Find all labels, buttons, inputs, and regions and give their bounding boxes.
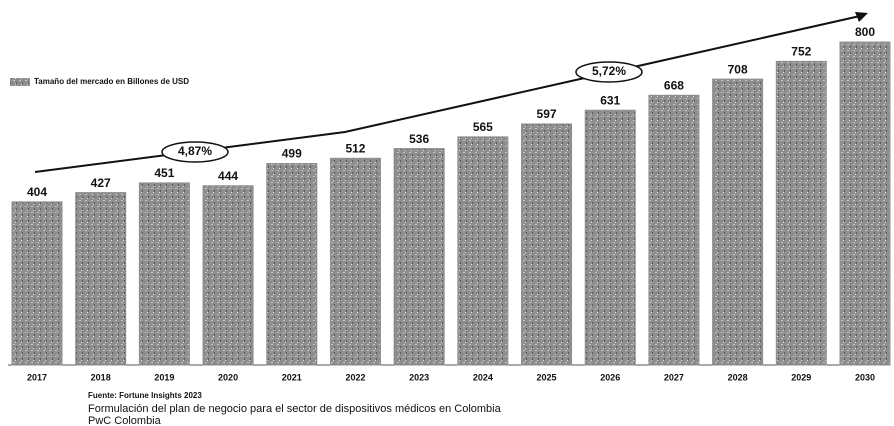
bar [75, 192, 127, 366]
x-tick-label: 2023 [409, 372, 429, 382]
data-label: 427 [91, 176, 111, 190]
x-tick-label: 2026 [600, 372, 620, 382]
bar [393, 148, 445, 366]
data-label: 451 [154, 166, 174, 180]
annotation: 4,87% [178, 144, 212, 158]
data-label: 404 [27, 185, 47, 199]
bar [329, 157, 381, 366]
bar [457, 136, 509, 366]
data-label: 752 [791, 45, 811, 59]
data-label: 499 [282, 147, 302, 161]
annotation-oval [575, 61, 643, 83]
source: Fuente: Fortune Insights 2023 [88, 391, 202, 400]
x-tick-label: 2020 [218, 372, 238, 382]
x-tick-label: 2022 [345, 372, 365, 382]
bar [266, 163, 318, 366]
x-tick-label: 2019 [154, 372, 174, 382]
bar [138, 182, 190, 366]
x-tick-label: 2025 [537, 372, 557, 382]
bar [584, 109, 636, 366]
annotation-oval [161, 141, 229, 163]
data-label: 597 [537, 107, 557, 121]
x-tick-label: 2028 [728, 372, 748, 382]
bar [521, 123, 573, 366]
note: Formulación del plan de negocio para el … [88, 403, 502, 415]
data-label: 800 [855, 25, 875, 39]
annotation: 5,72% [592, 64, 626, 78]
bar [839, 41, 891, 366]
x-tick-label: 2027 [664, 372, 684, 382]
data-label: 512 [345, 141, 365, 155]
x-tick-label: 2017 [27, 372, 47, 382]
legend-swatch [10, 78, 30, 86]
x-tick-label: 2029 [791, 372, 811, 382]
data-label: 708 [728, 62, 748, 76]
bar [775, 60, 827, 366]
legend-label: Tamaño del mercado en Billones de USD [34, 77, 189, 86]
x-tick-label: 2024 [473, 372, 493, 382]
bar [202, 185, 254, 366]
data-label: 565 [473, 120, 493, 134]
data-label: 668 [664, 78, 684, 92]
x-tick-label: 2030 [855, 372, 875, 382]
note: PwC Colombia [88, 415, 162, 426]
data-label: 536 [409, 132, 429, 146]
bar [648, 94, 700, 366]
trend-arrow [855, 12, 868, 22]
data-label: 631 [600, 93, 620, 107]
data-label: 444 [218, 169, 238, 183]
bar [712, 78, 764, 366]
bar [11, 201, 63, 366]
x-tick-label: 2021 [282, 372, 302, 382]
trend-line [34, 15, 861, 173]
x-tick-label: 2018 [91, 372, 111, 382]
